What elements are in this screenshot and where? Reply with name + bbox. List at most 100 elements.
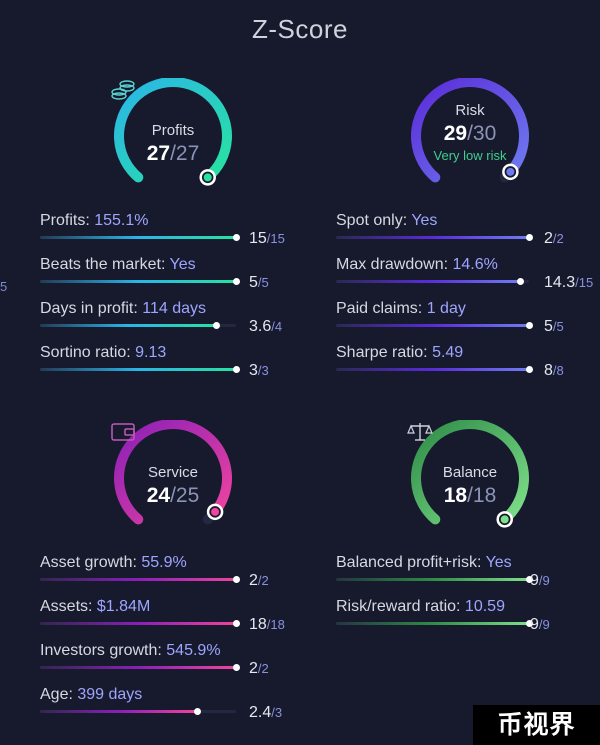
metric-name: Paid claims: (336, 300, 427, 317)
metric-score: 5/5 (544, 318, 564, 336)
balance-label: Balance (442, 464, 498, 481)
metric-progress-fill (40, 368, 236, 371)
service-metric-row: Age: 399 days 2.4/3 (40, 686, 330, 730)
metric-progress-dot (233, 234, 240, 241)
metric-score-value: 2.4 (249, 704, 272, 721)
metric-progress-bar (40, 664, 240, 671)
metric-progress-bar (336, 234, 533, 241)
metric-name: Balanced profit+risk: (336, 554, 486, 571)
metric-score-max: /9 (538, 617, 550, 632)
profits-metric-row: Profits: 155.1% 15/15 (40, 212, 330, 256)
metric-progress-fill (40, 710, 197, 713)
risk-metric-row: Sharpe ratio: 5.49 8/8 (336, 344, 600, 388)
metric-score-max: /15 (575, 275, 594, 290)
metric-score-max: /15 (266, 231, 285, 246)
metric-value: Yes (169, 256, 196, 273)
metric-name: Age: (40, 686, 78, 703)
risk-gauge-arc (411, 78, 529, 183)
metric-label: Balanced profit+risk: Yes (336, 554, 512, 572)
metric-label: Beats the market: Yes (40, 256, 196, 274)
metric-score-value: 14.3 (544, 274, 576, 291)
service-score: 24/25 (146, 484, 200, 507)
metric-label: Spot only: Yes (336, 212, 437, 230)
metric-score-max: /4 (271, 319, 283, 334)
metric-name: Beats the market: (40, 256, 170, 273)
metric-progress-bar (40, 322, 236, 329)
metric-name: Profits: (40, 212, 95, 229)
metric-progress-fill (40, 578, 236, 581)
metric-score-value: 3 (249, 362, 258, 379)
risk-score: 29/30 (443, 122, 497, 145)
metric-score-value: 5 (544, 318, 553, 335)
service-section: Service 24/25 Asset growth: 55.9% 2/2 Asse… (40, 420, 330, 730)
metric-progress-bar (40, 234, 240, 241)
metric-progress-dot (193, 708, 201, 715)
profits-gauge-fill (114, 78, 232, 183)
metric-progress-fill (40, 324, 217, 327)
metric-progress-dot (213, 322, 221, 329)
metric-progress-bar (336, 366, 533, 373)
metric-score-value: 2 (544, 230, 553, 247)
balance-gauge-knob-center (500, 515, 509, 524)
metric-score: 3/3 (249, 362, 269, 380)
metric-score: 2/2 (249, 660, 269, 678)
balance-metric-row: Balanced profit+risk: Yes 9/9 (336, 554, 600, 598)
metric-progress-dot (233, 278, 240, 285)
metric-progress-bar (40, 708, 236, 715)
metric-value: 55.9% (141, 554, 187, 571)
clipped-score-fragment: 5 (0, 279, 8, 294)
metric-progress-fill (336, 324, 529, 327)
metric-progress-dot (233, 366, 240, 373)
service-gauge-fill (114, 420, 232, 525)
metric-progress-dot (526, 576, 533, 583)
profits-section: Profits 27/27 Profits: 155.1% 15/15 Beats … (40, 78, 330, 398)
metric-progress-fill (40, 622, 236, 625)
metric-value: 5.49 (432, 344, 464, 361)
risk-section: Risk 29/30 Very low risk Spot only: Yes 2… (336, 78, 600, 398)
profits-metric-row: Days in profit: 114 days 3.6/4 (40, 300, 330, 344)
metric-progress-dot (526, 234, 533, 241)
metric-name: Max drawdown: (336, 256, 453, 273)
metric-value: Yes (485, 554, 512, 571)
service-label: Service (147, 464, 199, 481)
metric-name: Sharpe ratio: (336, 344, 433, 361)
metric-score: 2/2 (544, 230, 564, 248)
metric-label: Max drawdown: 14.6% (336, 256, 498, 274)
risk-gauge: Risk 29/30 Very low risk (405, 78, 535, 193)
metric-progress-bar (40, 278, 240, 285)
balance-gauge-arc (411, 420, 529, 528)
metric-label: Paid claims: 1 day (336, 300, 466, 318)
metric-score: 14.3/15 (544, 274, 593, 292)
metric-progress-fill (336, 236, 529, 239)
page-title: Z-Score (252, 14, 348, 44)
risk-metric-row: Max drawdown: 14.6% 14.3/15 (336, 256, 600, 300)
metric-progress-bar (336, 278, 529, 285)
metric-value: 545.9% (166, 642, 221, 659)
profits-score: 27/27 (146, 142, 200, 165)
metric-label: Assets: $1.84M (40, 598, 150, 616)
metric-score-value: 2 (249, 572, 258, 589)
metric-score: 9/9 (530, 616, 550, 634)
scales-icon (407, 423, 433, 441)
metric-score: 2.4/3 (249, 704, 282, 722)
service-gauge-knob-center (211, 507, 220, 516)
risk-level-text: Very low risk (433, 148, 507, 163)
metric-score-value: 2 (249, 660, 258, 677)
metric-name: Days in profit: (40, 300, 143, 317)
metric-progress-dot (526, 620, 533, 627)
profits-gauge: Profits 27/27 (108, 78, 238, 193)
metric-name: Assets: (40, 598, 97, 615)
metric-value: Yes (411, 212, 438, 229)
metric-score-value: 15 (249, 230, 267, 247)
metric-score-max: /2 (552, 231, 564, 246)
metric-score-value: 5 (249, 274, 258, 291)
balance-score: 18/18 (443, 484, 497, 507)
metric-progress-fill (336, 578, 529, 581)
metric-score-value: 3.6 (249, 318, 272, 335)
risk-gauge-knob-center (506, 167, 515, 176)
metric-progress-bar (40, 366, 240, 373)
metric-score: 15/15 (249, 230, 285, 248)
metric-score-max: /8 (552, 363, 564, 378)
risk-metric-row: Spot only: Yes 2/2 (336, 212, 600, 256)
metric-score-max: /3 (257, 363, 269, 378)
